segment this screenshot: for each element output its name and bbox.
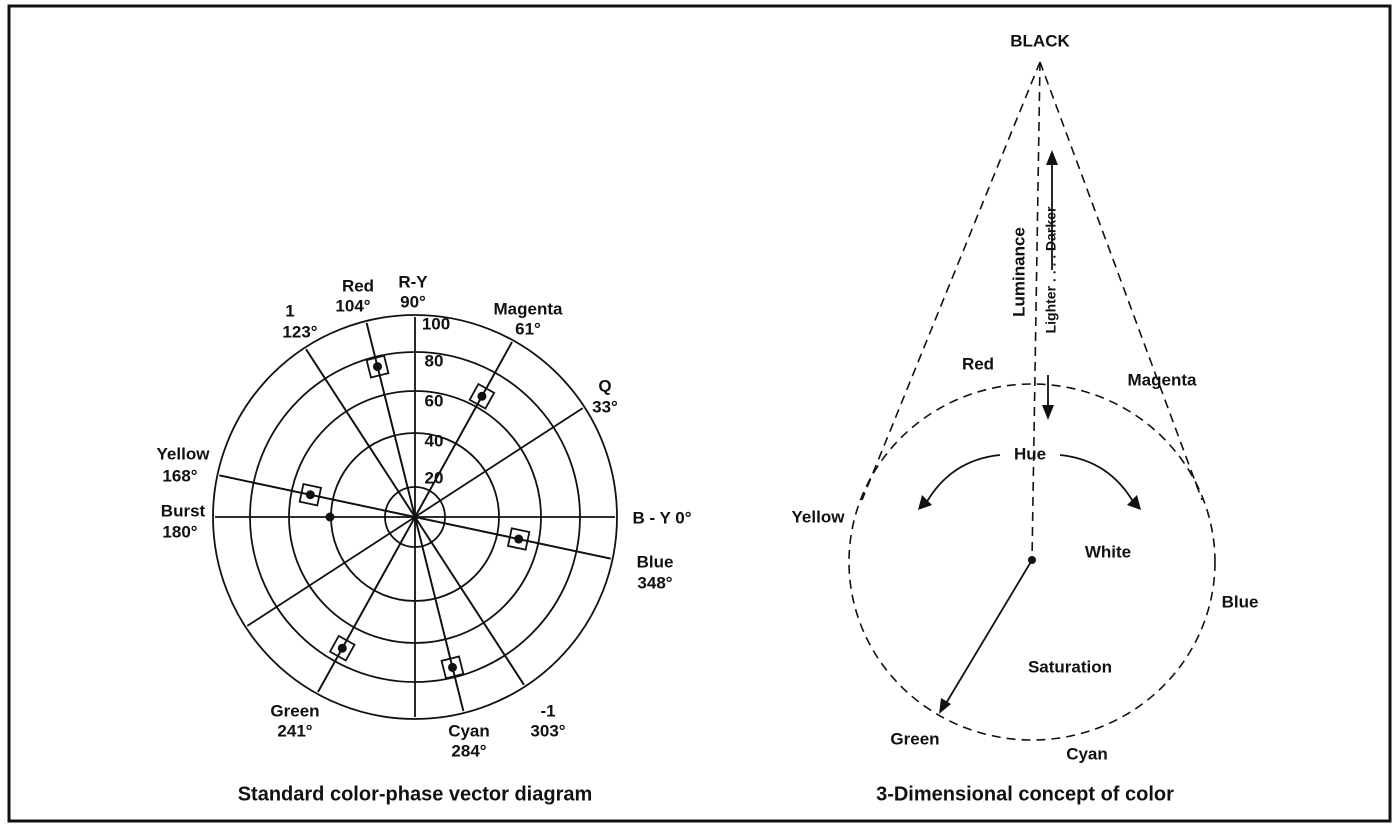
vector-angle: 123° xyxy=(282,322,317,341)
ring-label: 80 xyxy=(425,351,444,370)
apex-label: BLACK xyxy=(1010,31,1070,50)
marker-box xyxy=(440,655,465,680)
arrowhead xyxy=(1127,495,1141,510)
frame xyxy=(7,4,1392,823)
arrowhead xyxy=(918,495,932,510)
center-label: White xyxy=(1085,542,1131,561)
scale-label: Lighter . . . . Darker xyxy=(1043,206,1059,333)
arrowhead xyxy=(1042,405,1054,420)
axis-angle: 90° xyxy=(400,292,426,311)
cone-edge xyxy=(861,61,1041,501)
arrowhead xyxy=(939,698,951,714)
vector-name: Green xyxy=(270,701,319,720)
vector-name: 1 xyxy=(285,301,294,320)
color-label: Magenta xyxy=(1128,370,1198,389)
hue-arrow xyxy=(1059,454,1136,506)
marker-dot xyxy=(325,512,335,522)
ring-label: 100 xyxy=(422,314,450,333)
vector-angle: 348° xyxy=(637,573,672,592)
vector-name: Blue xyxy=(637,552,674,571)
ring-label: 40 xyxy=(425,431,444,450)
color-label: Green xyxy=(890,729,939,748)
hue-label: Hue xyxy=(1014,444,1046,463)
ring-label: 20 xyxy=(425,468,444,487)
hue-arrow xyxy=(924,454,1001,506)
marker-dot xyxy=(337,643,347,653)
ring-label: 60 xyxy=(425,391,444,410)
vector-name: Yellow xyxy=(157,444,211,463)
marker-dot xyxy=(514,534,524,544)
vector-angle: 104° xyxy=(335,296,370,315)
vector-angle: 61° xyxy=(515,319,541,338)
vector-angle: 180° xyxy=(162,522,197,541)
saturation-label: Saturation xyxy=(1028,657,1112,676)
marker-dot xyxy=(447,662,457,672)
vector-name: Cyan xyxy=(448,721,490,740)
color-cone: BLACK Luminance Lighter . . . . Darker H… xyxy=(792,31,1259,805)
caption: 3-Dimensional concept of color xyxy=(876,783,1174,805)
axis xyxy=(1031,61,1041,561)
vector-name: Q xyxy=(598,376,611,395)
vector-angle: 241° xyxy=(277,721,312,740)
color-label: Yellow xyxy=(792,507,846,526)
vector-name: Red xyxy=(342,276,374,295)
marker-box xyxy=(506,527,531,551)
vector-angle: 33° xyxy=(592,397,618,416)
vector-angle: 284° xyxy=(451,741,486,760)
vector-name: Magenta xyxy=(494,299,564,318)
axis-name: R-Y xyxy=(398,272,428,291)
marker-box xyxy=(328,634,356,662)
axis-name: B - Y 0° xyxy=(632,508,691,527)
color-label: Blue xyxy=(1222,592,1259,611)
ring xyxy=(212,314,618,720)
arrowhead xyxy=(1046,150,1058,165)
left-labels: 100 80 60 40 20 R-Y 90° B - Y 0° Red 104… xyxy=(157,272,692,805)
luminance-label: Luminance xyxy=(1009,227,1028,317)
vector-diagram xyxy=(212,314,618,720)
saturation-arrow xyxy=(944,559,1033,706)
hue-circle xyxy=(848,383,1216,741)
vector-name: Burst xyxy=(161,501,206,520)
color-label: Cyan xyxy=(1066,744,1108,763)
vector-angle: 168° xyxy=(162,466,197,485)
color-label: Red xyxy=(962,354,994,373)
vector-angle: 303° xyxy=(530,721,565,740)
caption: Standard color-phase vector diagram xyxy=(238,783,593,805)
cone-edge xyxy=(1039,61,1203,501)
vector-name: -1 xyxy=(540,701,555,720)
vector-line xyxy=(305,348,525,686)
